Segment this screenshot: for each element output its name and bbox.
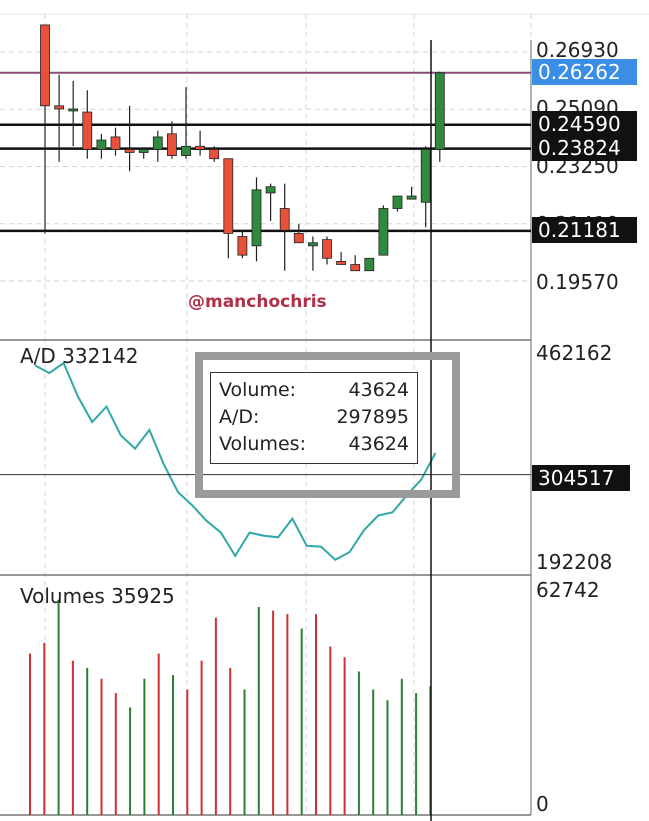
- info-row-ad: A/D: 297895: [219, 404, 409, 431]
- candle-down: [40, 24, 50, 107]
- ad-axis-top: 462162: [536, 341, 613, 365]
- highlight-box: [195, 352, 460, 498]
- price-tag-current: 0.26262: [532, 59, 637, 85]
- ad-axis-bottom: 192208: [536, 550, 613, 574]
- candle-up: [96, 139, 107, 150]
- info-label: Volume:: [219, 379, 297, 401]
- ad-value-tag: 304517: [532, 465, 630, 491]
- info-value: 297895: [336, 406, 409, 428]
- info-label: Volumes:: [219, 433, 306, 455]
- candle-up: [392, 195, 403, 209]
- candle-down: [279, 208, 290, 231]
- crosshair-info-box: Volume: 43624 A/D: 297895 Volumes: 43624: [210, 372, 418, 464]
- candle-up: [138, 148, 149, 153]
- ad-panel-label: A/D 332142: [20, 344, 139, 368]
- candle-up: [152, 136, 163, 150]
- price-tick-label: 0.19570: [536, 270, 619, 294]
- info-value: 43624: [348, 433, 409, 455]
- ad-line: [34, 361, 437, 562]
- candle-up: [251, 189, 262, 247]
- volume-axis-top: 62742: [536, 578, 600, 602]
- candle-up: [181, 145, 191, 157]
- candle-up: [420, 148, 431, 203]
- candle-down: [54, 105, 64, 110]
- candle-up: [364, 257, 375, 272]
- candle-down: [82, 111, 93, 150]
- candle-up: [265, 186, 276, 194]
- candle-down: [209, 148, 220, 160]
- info-value: 43624: [348, 379, 409, 401]
- candle-up: [378, 208, 389, 256]
- info-label: A/D:: [219, 406, 260, 428]
- info-row-volumes: Volumes: 43624: [219, 431, 409, 458]
- candle-down: [322, 239, 332, 259]
- candle-down: [350, 264, 361, 272]
- candle-down: [110, 136, 121, 150]
- candle-up: [434, 72, 445, 150]
- info-row-volume: Volume: 43624: [219, 377, 409, 404]
- price-tick-label: 0.26930: [536, 38, 619, 62]
- candle-up: [68, 108, 79, 112]
- volume-axis-bottom: 0: [536, 792, 549, 816]
- candle-down: [237, 236, 248, 256]
- price-tag-level: 0.23824: [532, 135, 637, 161]
- watermark: @manchochris: [188, 292, 327, 312]
- candle-down: [223, 158, 234, 234]
- candle-down: [166, 133, 177, 157]
- candle-up: [406, 195, 417, 200]
- candle-down: [336, 260, 347, 265]
- price-tag-level: 0.24590: [532, 111, 637, 137]
- price-tag-level: 0.21181: [532, 217, 637, 243]
- candle-down: [124, 148, 135, 153]
- candle-down: [195, 145, 206, 150]
- candle-up: [307, 242, 318, 247]
- volume-panel-label: Volumes 35925: [20, 584, 175, 608]
- candle-down: [293, 232, 304, 244]
